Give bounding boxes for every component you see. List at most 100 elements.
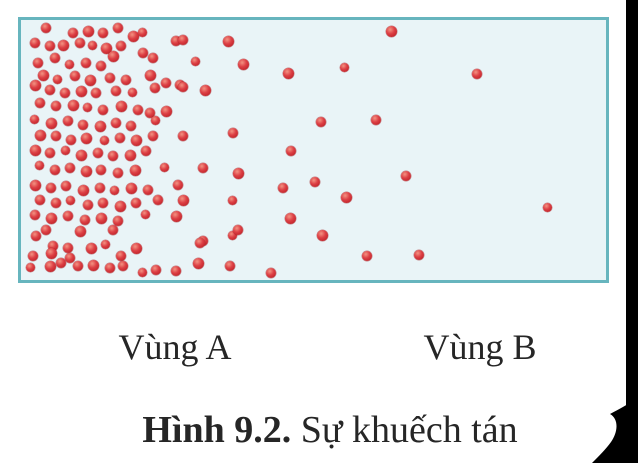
particle-dot [191, 57, 200, 66]
particle-dot [200, 85, 211, 96]
particle-dot [30, 115, 39, 124]
particle-dot [31, 231, 41, 241]
particle-dot [138, 268, 147, 277]
particle-dot [108, 225, 118, 235]
particle-dot [51, 198, 61, 208]
particle-dot [173, 180, 183, 190]
particle-dot [116, 251, 126, 261]
particle-dot [30, 80, 41, 91]
particle-dot [126, 121, 136, 131]
particle-dot [310, 177, 320, 187]
particle-dot [160, 163, 169, 172]
particle-dot [30, 180, 41, 191]
particle-dot [278, 183, 288, 193]
particle-dot [46, 248, 57, 259]
particle-dot [66, 135, 76, 145]
particle-dot [56, 258, 66, 268]
particle-dot [141, 210, 150, 219]
particle-dot [96, 213, 107, 224]
particle-dot [371, 115, 381, 125]
particle-dot [178, 35, 188, 45]
particle-dot [116, 41, 126, 51]
particle-dot [178, 82, 188, 92]
particle-dot [81, 133, 92, 144]
particle-dot [63, 211, 73, 221]
particle-dot [141, 146, 151, 156]
region-b-label: Vùng B [423, 327, 537, 367]
particle-dot [65, 253, 75, 263]
particle-dot [75, 226, 86, 237]
particle-dot [266, 268, 276, 278]
figure-caption: Hình 9.2. Sự khuếch tán [142, 408, 517, 452]
particle-dot [100, 136, 109, 145]
particle-dot [317, 230, 328, 241]
particle-dot [95, 183, 105, 193]
particle-dot [233, 168, 244, 179]
particle-dot [68, 28, 78, 38]
particle-dot [46, 118, 57, 129]
particle-dot [151, 265, 161, 275]
particle-dot [148, 131, 158, 141]
particle-dot [341, 192, 352, 203]
particle-dot [98, 105, 108, 115]
particle-dot [81, 58, 91, 68]
particle-dot [53, 75, 62, 84]
particle-dot [45, 41, 55, 51]
particle-dot [113, 23, 123, 33]
particle-dot [131, 135, 142, 146]
particle-dot [283, 68, 294, 79]
particle-dot [193, 258, 204, 269]
particle-dot [228, 231, 237, 240]
particle-dot [45, 85, 55, 95]
particle-dot [66, 196, 75, 205]
particle-dot [58, 40, 69, 51]
particle-dot [75, 38, 85, 48]
particle-dot [101, 240, 110, 249]
particle-dot [70, 71, 80, 81]
particle-dot [38, 70, 49, 81]
particle-dot [48, 241, 58, 251]
particle-dot [131, 198, 141, 208]
particle-dot [73, 261, 83, 271]
particle-dot [88, 41, 97, 50]
figure-caption-text: Sự khuếch tán [291, 409, 518, 451]
particle-dot [125, 150, 136, 161]
particle-dot [198, 163, 208, 173]
particle-dot [80, 215, 90, 225]
particle-dot [143, 185, 153, 195]
particle-dot [35, 130, 46, 141]
particle-dot [65, 163, 75, 173]
particle-dot [150, 83, 160, 93]
particle-dot [145, 108, 155, 118]
particle-dot [225, 261, 235, 271]
particle-dot [362, 251, 372, 261]
particle-dot [83, 26, 94, 37]
figure-number: Hình 9.2. [142, 409, 292, 451]
particle-dot [98, 28, 108, 38]
particle-dot [30, 145, 41, 156]
particle-dot [238, 59, 249, 70]
particle-dot [148, 53, 158, 63]
particle-dot [45, 148, 55, 158]
particle-dot [86, 243, 97, 254]
particle-dot [60, 88, 70, 98]
particle-dot [63, 116, 73, 126]
diffusion-container-box [18, 17, 609, 283]
particle-dot [153, 195, 163, 205]
particle-dot [128, 88, 137, 97]
particle-dot [161, 106, 172, 117]
particle-dot [30, 38, 40, 48]
particle-dot [178, 195, 189, 206]
particle-dot [472, 69, 482, 79]
particle-dot [50, 165, 60, 175]
right-crop-strip [626, 0, 638, 463]
region-a-label: Vùng A [118, 327, 232, 367]
particle-dot [133, 105, 143, 115]
particle-dot [171, 266, 181, 276]
particle-dot [121, 75, 131, 85]
particle-dot [93, 148, 103, 158]
particle-dot [26, 263, 35, 272]
particle-dot [51, 131, 61, 141]
particle-dot [98, 198, 108, 208]
